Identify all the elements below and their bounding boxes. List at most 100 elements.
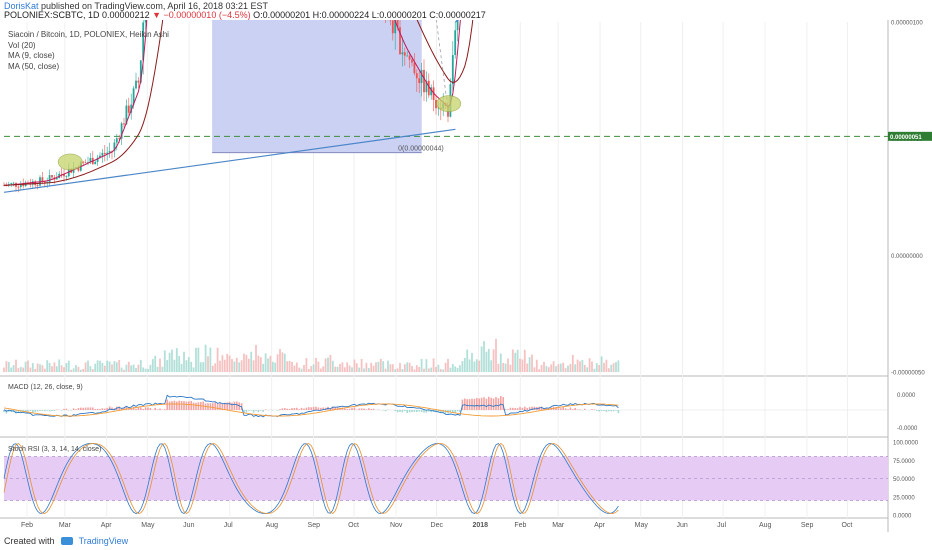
volume-bar xyxy=(545,366,548,372)
macd-histogram-bar xyxy=(483,397,485,410)
horizontal-levels xyxy=(4,135,888,137)
candle xyxy=(89,157,92,163)
macd-histogram-bar xyxy=(370,409,372,410)
stoch-band xyxy=(4,456,888,501)
volume-bar xyxy=(58,359,61,372)
volume-bar xyxy=(89,366,92,372)
macd-histogram-bar xyxy=(113,408,116,410)
macd-histogram-bar xyxy=(32,410,34,414)
time-axis[interactable]: Feb Mar Apr May Jun Jul Aug Sep Oct Nov Dec 2018 Feb… xyxy=(21,522,852,529)
macd-histogram-bar xyxy=(416,410,418,413)
volume-bar xyxy=(351,367,353,372)
macd-histogram-bar xyxy=(156,409,159,410)
macd-histogram-bar xyxy=(60,410,63,411)
macd-histogram-bar xyxy=(396,410,399,413)
legend-ma50[interactable]: MA (50, close) xyxy=(8,61,60,71)
volume-bar xyxy=(343,367,346,372)
volume-bar xyxy=(459,365,461,372)
macd-histogram-bar xyxy=(334,407,336,410)
macd-histogram-bar xyxy=(600,410,603,412)
volume-bar xyxy=(65,363,68,372)
macd-histogram-bar xyxy=(197,402,200,410)
volume-bar xyxy=(151,359,154,372)
candle xyxy=(415,73,418,79)
support-line xyxy=(3,128,456,193)
macd-histogram-bar xyxy=(149,408,152,410)
macd-histogram-bar xyxy=(53,410,56,412)
macd-histogram-bar xyxy=(598,410,600,412)
volume-bar xyxy=(483,341,485,372)
volume-bar xyxy=(420,358,423,372)
price-axis[interactable]: 0.000009500.000009000.000008500.00000800… xyxy=(888,20,932,520)
legend-title[interactable]: Siacoin / Bitcoin, 1D, POLONIEX, Heikin … xyxy=(8,30,169,39)
macd-histogram-bar xyxy=(519,407,521,410)
macd-histogram-bar xyxy=(413,410,416,412)
macd-histogram-bar xyxy=(221,403,224,410)
volume-bar xyxy=(495,338,497,372)
macd-histogram-bar xyxy=(293,407,296,410)
macd-histogram-bar xyxy=(557,408,560,410)
macd-histogram-bar xyxy=(135,408,137,410)
volume-bar xyxy=(523,349,526,372)
volume-bar xyxy=(382,361,385,372)
macd-histogram-bar xyxy=(468,399,471,410)
macd-histogram-bar xyxy=(605,410,608,412)
volume-bar xyxy=(99,360,101,372)
volume-bar xyxy=(581,359,584,372)
volume-bar xyxy=(223,359,226,372)
x-tick-label: Apr xyxy=(594,522,606,529)
volume-bar xyxy=(444,362,447,372)
volume-bar xyxy=(207,356,209,372)
volume-bar xyxy=(413,369,416,372)
volume-bar xyxy=(442,369,445,372)
footer: Created with TradingView xyxy=(0,532,932,550)
macd-histogram-bar xyxy=(411,410,413,413)
volume-bar xyxy=(214,363,217,372)
volume-bar xyxy=(372,365,375,372)
candle xyxy=(10,183,13,185)
volume-bar xyxy=(63,367,65,372)
volume-bar xyxy=(250,351,253,372)
macd-histogram-bar xyxy=(324,407,327,410)
volume-bar xyxy=(127,361,130,372)
macd-histogram-bar xyxy=(154,407,156,410)
volume-bar xyxy=(394,369,397,372)
volume-bar xyxy=(106,360,109,372)
volume-bar xyxy=(617,360,620,372)
volume-bar xyxy=(432,358,435,372)
volume-bar xyxy=(60,365,63,372)
x-tick-label: Jul xyxy=(224,522,233,529)
volume-bar xyxy=(468,359,471,372)
macd-histogram-bar xyxy=(363,408,365,410)
x-tick-label: 2018 xyxy=(472,522,488,529)
candle xyxy=(84,162,87,164)
candle xyxy=(427,80,430,96)
legend-vol[interactable]: Vol (20) xyxy=(8,40,36,50)
candle xyxy=(12,182,15,184)
macd-histogram-bar xyxy=(286,408,288,410)
macd-histogram-bar xyxy=(94,408,96,410)
volume-bar xyxy=(175,348,178,372)
macd-histogram-bar xyxy=(476,398,478,410)
fib-band-1 xyxy=(212,20,422,153)
stoch-d-line xyxy=(3,442,619,515)
volume-bar xyxy=(41,365,44,372)
candle xyxy=(111,150,113,152)
macd-histogram-bar xyxy=(303,408,305,410)
candle xyxy=(401,52,404,55)
macd-histogram-bar xyxy=(516,408,519,410)
macd-histogram-bar xyxy=(305,407,308,410)
volume-bar xyxy=(370,362,373,372)
price-chart[interactable]: 1(0.00000838)0.786(0.00000668)0.618(0.00… xyxy=(0,20,932,532)
volume-bar xyxy=(132,364,135,372)
price-change: ▼ −0.00000010 (−4.5%) xyxy=(152,10,251,20)
legend-ma9[interactable]: MA (9, close) xyxy=(8,51,55,60)
highlight-ellipse xyxy=(436,95,462,113)
author-link[interactable]: DorisKat xyxy=(4,1,39,11)
volume-bar xyxy=(166,360,169,372)
macd-histogram-bar xyxy=(418,410,420,412)
macd-histogram-bar xyxy=(101,408,104,410)
volume-bar xyxy=(389,364,392,372)
tradingview-link[interactable]: TradingView xyxy=(78,536,129,546)
macd-histogram-bar xyxy=(166,399,168,410)
